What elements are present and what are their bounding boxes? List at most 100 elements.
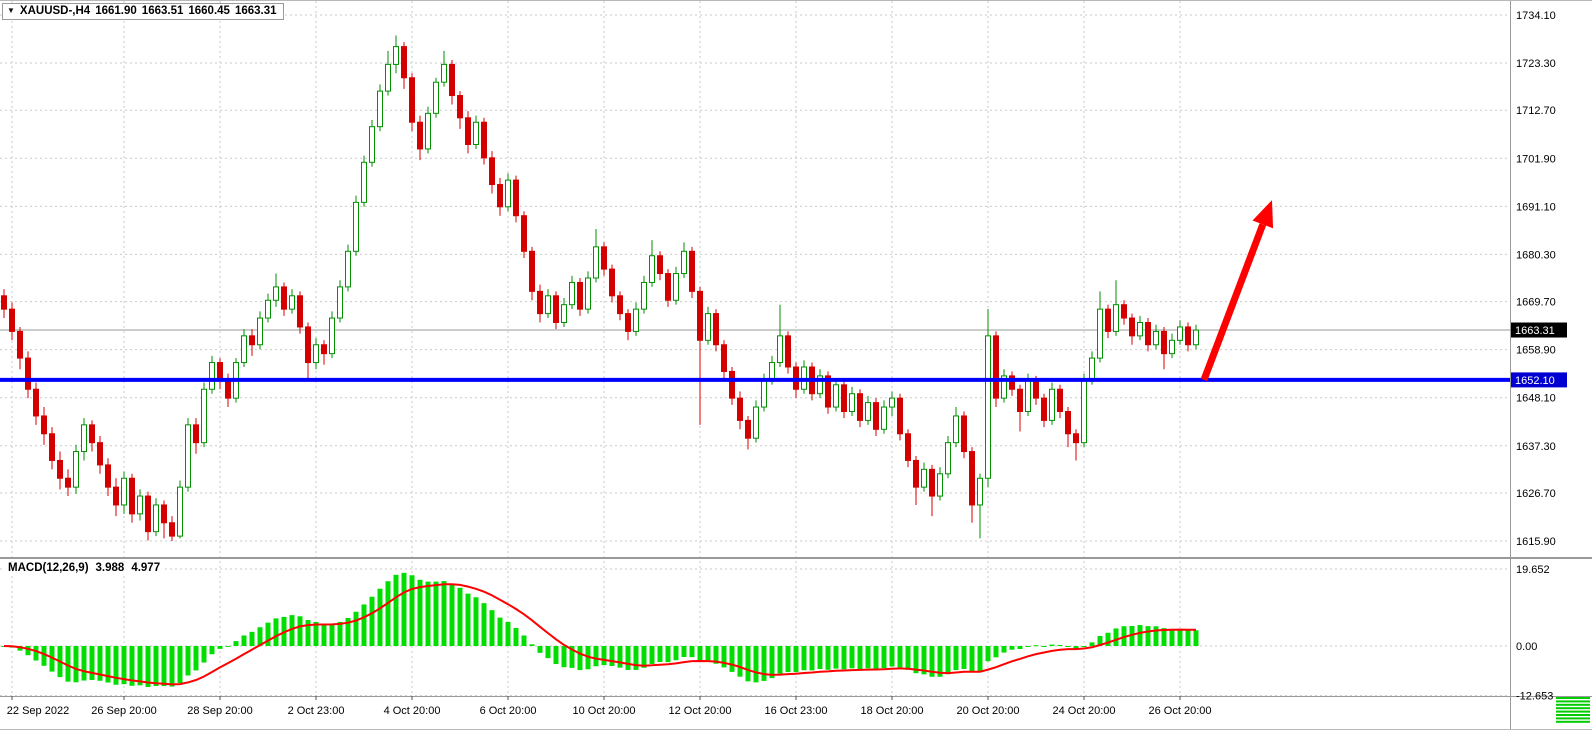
candle-body	[377, 90, 383, 128]
macd-bar	[865, 646, 871, 669]
macd-bar	[1097, 636, 1103, 646]
candle-body	[881, 406, 887, 430]
time-axis[interactable]	[0, 696, 1592, 730]
time-tick-label: 20 Oct 20:00	[957, 705, 1020, 717]
candle-body	[17, 330, 23, 359]
candle-body	[513, 179, 519, 217]
macd-bar	[473, 597, 479, 646]
candle-body	[905, 433, 911, 461]
macd-bar	[73, 646, 79, 683]
time-tick-label: 16 Oct 23:00	[765, 705, 828, 717]
macd-bar	[817, 646, 823, 669]
macd-bar	[1033, 645, 1039, 647]
candle-body	[105, 464, 111, 488]
trend-arrow[interactable]	[1200, 200, 1274, 382]
macd-bar	[1089, 642, 1095, 646]
candle-body	[665, 273, 671, 301]
price-tick-label: 1669.70	[1516, 297, 1556, 309]
macd-bar	[937, 646, 943, 677]
price-axis[interactable]	[1510, 1, 1592, 696]
candle-body	[529, 250, 535, 292]
macd-bar	[153, 646, 159, 687]
macd-signal-value: 4.977	[131, 562, 161, 574]
macd-bar	[985, 646, 991, 662]
macd-bar	[849, 646, 855, 669]
candle-body	[841, 384, 847, 413]
candle-body	[369, 126, 375, 163]
macd-bar	[417, 579, 423, 646]
macd-bar	[841, 646, 847, 670]
candle-body	[1041, 397, 1047, 421]
candle-body	[441, 63, 447, 83]
macd-bar	[745, 646, 751, 682]
candle-body	[1153, 330, 1159, 346]
macd-bar	[785, 646, 791, 673]
ohlc-open: 1661.90	[95, 5, 137, 17]
macd-bar	[1177, 628, 1183, 646]
candle-body	[577, 281, 583, 310]
candle-body	[897, 397, 903, 435]
macd-bar	[425, 581, 431, 646]
candle-body	[425, 112, 431, 150]
candle-body	[849, 393, 855, 413]
macd-bar	[521, 635, 527, 646]
macd-bar	[1081, 646, 1087, 647]
macd-bar	[497, 617, 503, 646]
candle-body	[681, 250, 687, 275]
macd-bar	[257, 627, 263, 646]
macd-bar	[809, 646, 815, 671]
candle-body	[289, 295, 295, 310]
macd-bar	[193, 646, 199, 671]
macd-bar	[209, 646, 215, 655]
pane-divider[interactable]	[0, 557, 1592, 559]
macd-bar	[121, 646, 127, 685]
macd-bar	[161, 646, 167, 687]
macd-indicator-label: MACD(12,26,9) 3.988 4.977	[5, 562, 164, 574]
macd-bar	[297, 616, 303, 646]
candle-body	[1, 295, 7, 310]
macd-bar	[553, 646, 559, 665]
candle-body	[673, 273, 679, 301]
main-chart-pane[interactable]	[0, 1, 1510, 557]
candle-body	[969, 451, 975, 506]
time-tick-label: 26 Oct 20:00	[1149, 705, 1212, 717]
time-tick-label: 24 Oct 20:00	[1053, 705, 1116, 717]
macd-bar	[1145, 626, 1151, 646]
candle-body	[913, 459, 919, 488]
chart-title: ▼ XAUUSD-,H4 1661.90 1663.51 1660.45 166…	[2, 3, 284, 20]
macd-bar	[953, 646, 959, 671]
macd-bar	[713, 646, 719, 664]
candle-body	[545, 295, 551, 315]
candle-body	[161, 504, 167, 524]
macd-histogram	[1, 572, 1199, 688]
candle-body	[1137, 322, 1143, 337]
time-tick-label: 28 Sep 20:00	[187, 705, 252, 717]
candle-body	[737, 397, 743, 421]
time-axis-labels: 22 Sep 2022 26 Sep 20:00 28 Sep 20:00 2 Oct…	[7, 696, 1212, 717]
candle-body	[585, 277, 591, 310]
macd-tick-label: -12.653	[1516, 691, 1553, 703]
candle-body	[1065, 411, 1071, 435]
macd-bar	[961, 646, 967, 670]
macd-bar	[361, 604, 367, 646]
trend-arrow-head	[1252, 200, 1274, 229]
macd-bar	[289, 615, 295, 646]
price-tick-label: 1637.30	[1516, 441, 1556, 453]
price-tick-label: 1626.70	[1516, 488, 1556, 500]
candle-body	[937, 473, 943, 497]
candle-body	[1113, 304, 1119, 332]
macd-bar	[665, 646, 671, 663]
macd-bar	[65, 646, 71, 682]
macd-bar	[673, 646, 679, 661]
price-tick-label: 1712.70	[1516, 105, 1556, 117]
macd-bar	[1193, 630, 1199, 646]
collapse-triangle-icon[interactable]: ▼	[7, 6, 15, 15]
candle-body	[993, 335, 999, 399]
svg-text:1652.10: 1652.10	[1515, 375, 1555, 387]
candle-body	[313, 344, 319, 364]
macd-bar	[1065, 646, 1071, 647]
price-tick-label: 1691.10	[1516, 201, 1556, 213]
ohlc-close: 1663.31	[234, 5, 277, 17]
candle-body	[865, 402, 871, 421]
